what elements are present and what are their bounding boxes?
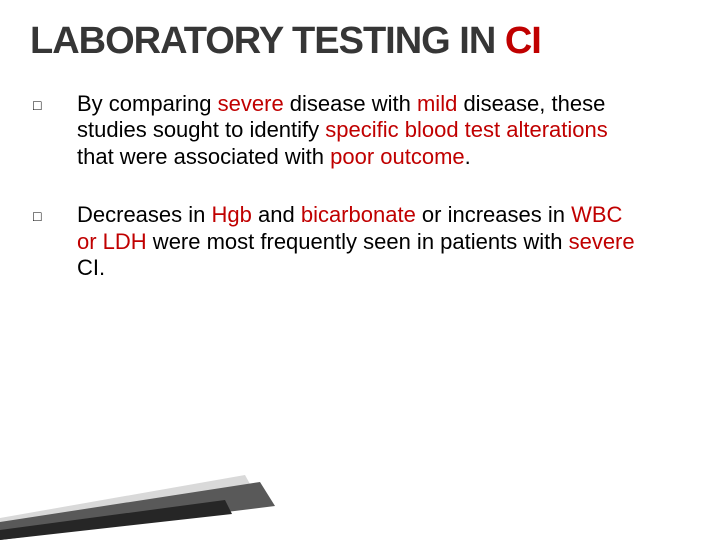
corner-decoration-icon [0,460,290,540]
p1-lead: By [77,91,109,116]
title-accent: CI [505,20,541,62]
p1-t4: that were associated with [77,144,330,169]
p1-red4: poor outcome [330,144,465,169]
p1-t5: . [465,144,471,169]
p2-red1: Hgb [212,202,252,227]
p2-t1: in [188,202,211,227]
square-bullet-icon: □ [55,208,77,225]
p1-t1: comparing [109,91,218,116]
slide-title: LABORATORY TESTING IN CI [30,20,680,63]
p2-t5: CI. [77,255,105,280]
title-text: LABORATORY TESTING IN [30,20,505,62]
slide: LABORATORY TESTING IN CI □By comparing s… [0,0,720,540]
p2-red4: severe [569,229,635,254]
p1-red1: severe [218,91,284,116]
p2-t2: and [252,202,301,227]
paragraph-2: □Decreases in Hgb and bicarbonate or inc… [55,202,635,281]
p1-t2: disease with [284,91,417,116]
p2-t3: or increases in [416,202,571,227]
p1-red3: specific blood test alterations [325,117,608,142]
p2-t4: were most frequently seen in patients wi… [147,229,569,254]
p2-lead: Decreases [77,202,188,227]
square-bullet-icon: □ [55,97,77,114]
p1-red2: mild [417,91,457,116]
p2-red2: bicarbonate [301,202,416,227]
paragraph-1: □By comparing severe disease with mild d… [55,91,635,170]
